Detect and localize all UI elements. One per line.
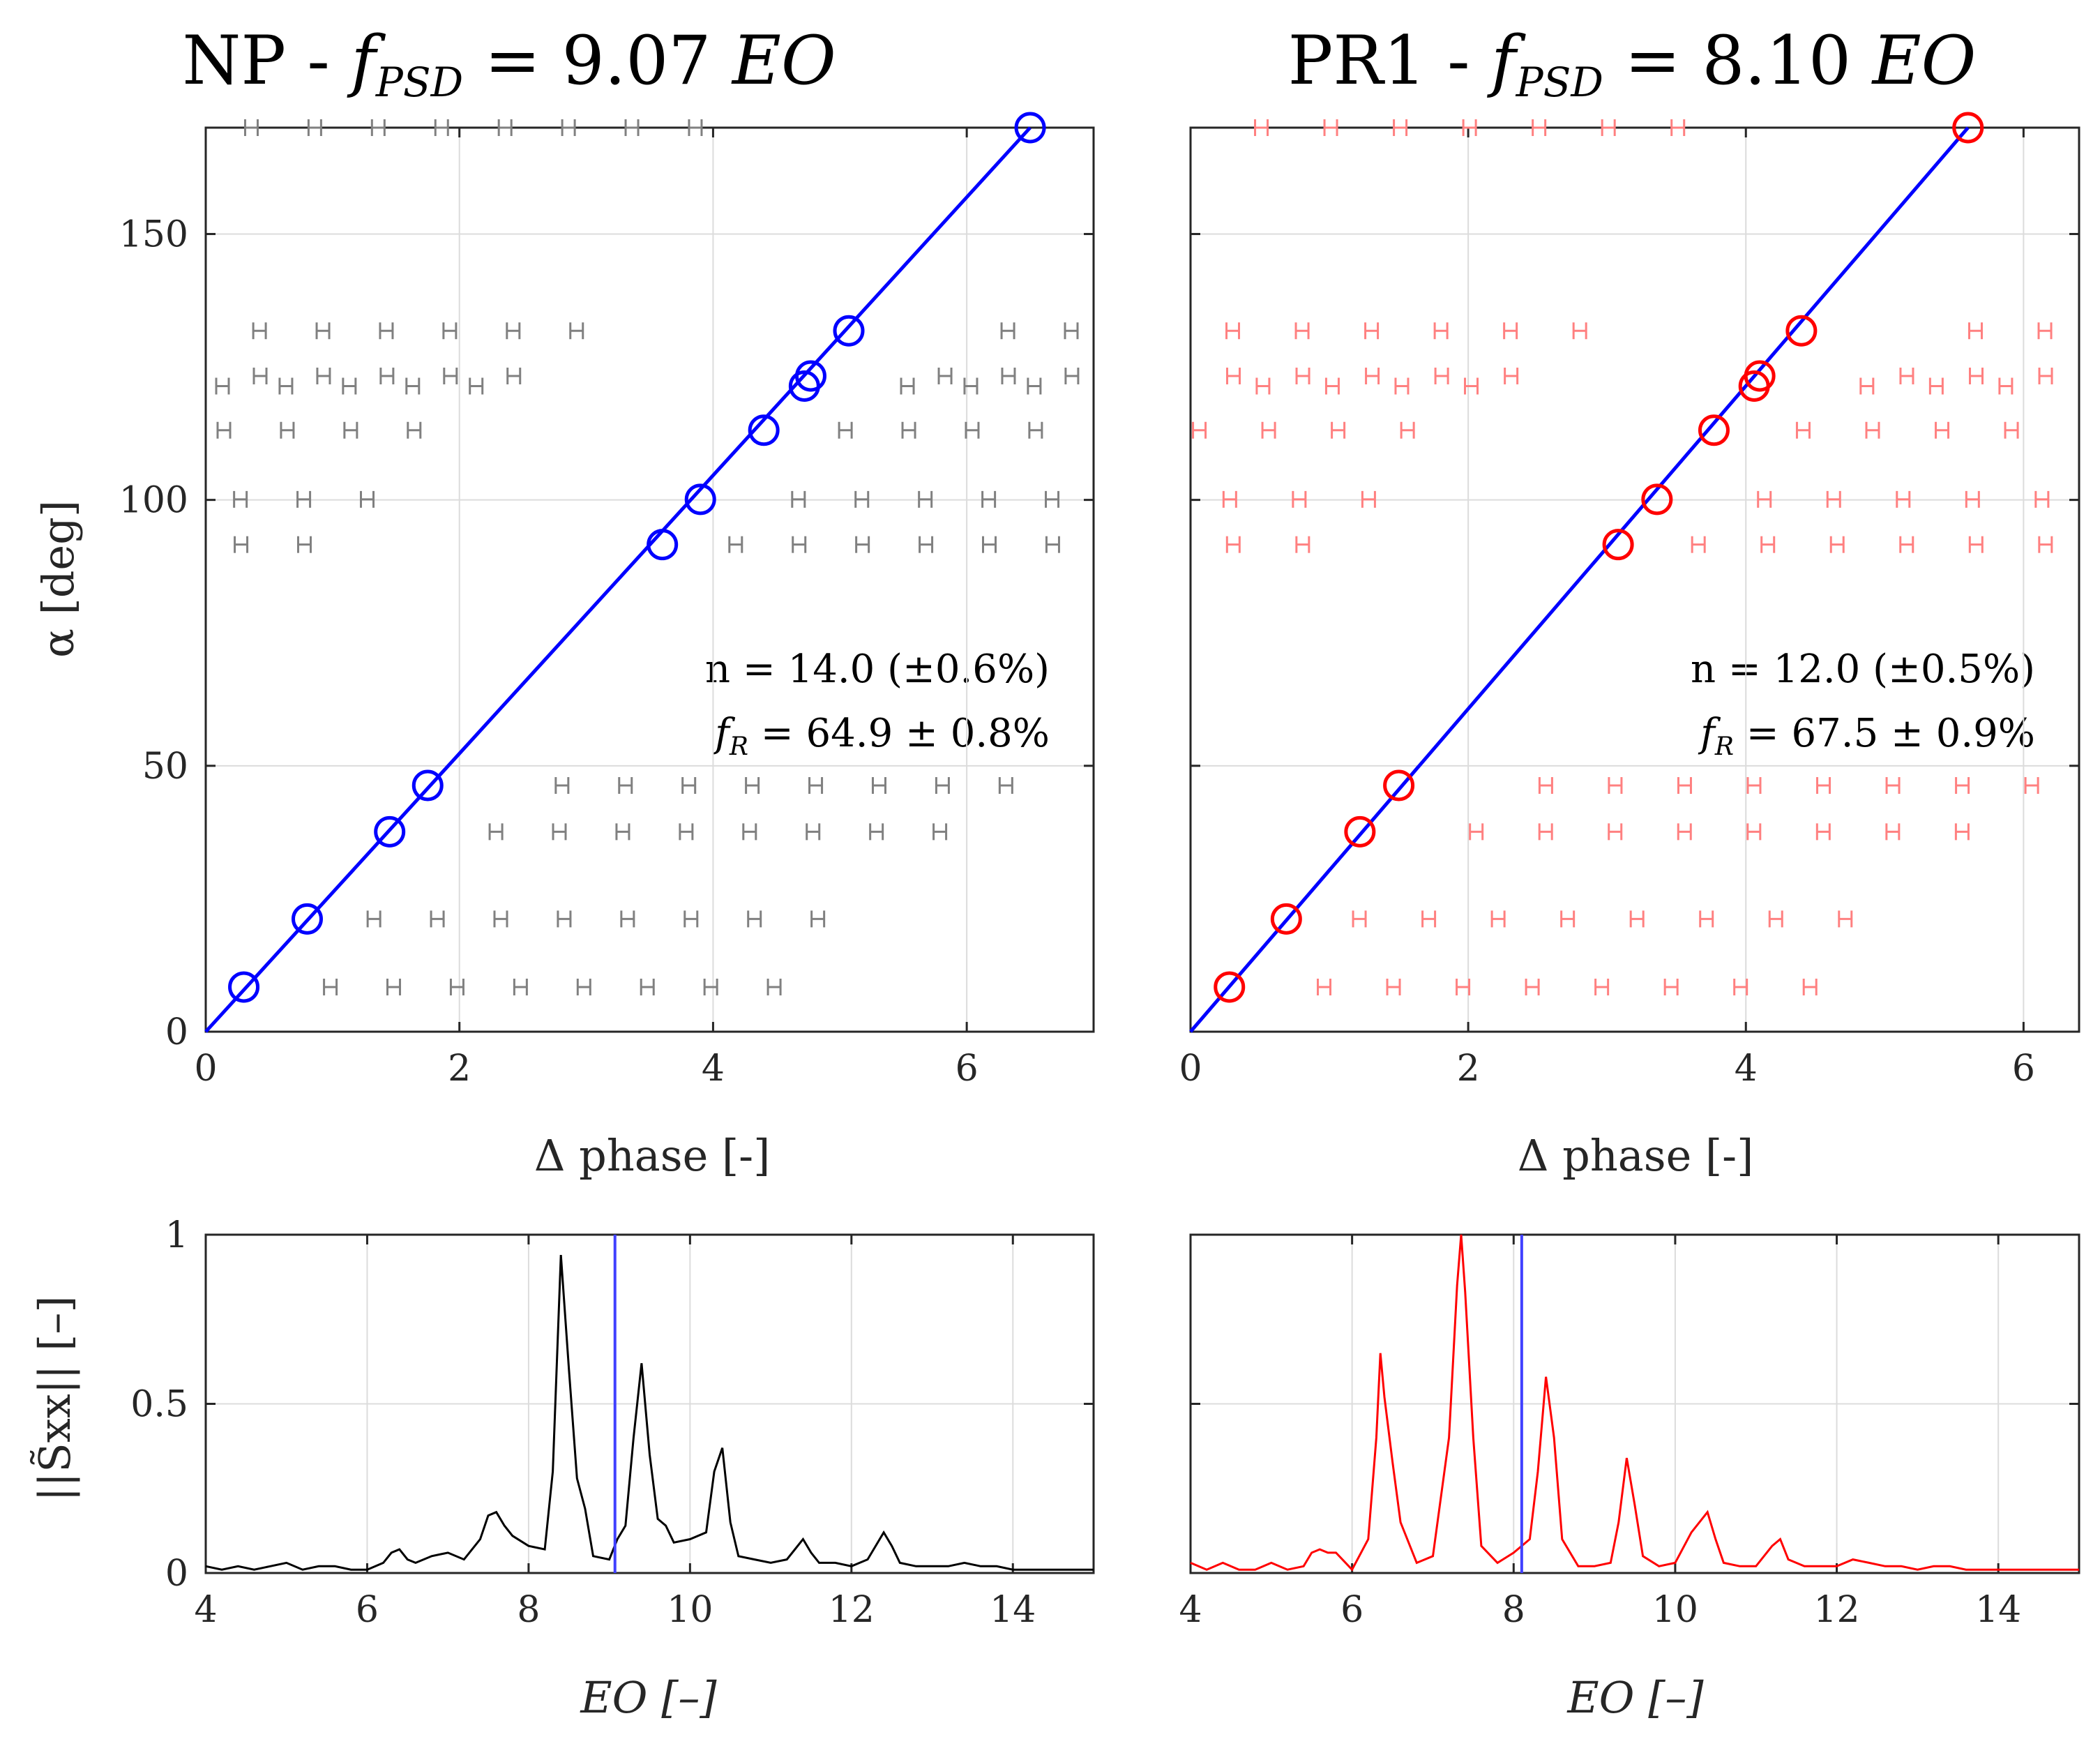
np-phase-data-point — [833, 315, 865, 347]
np-phase-data-point — [794, 360, 826, 392]
np-psd-ytick-label: 0 — [165, 1553, 188, 1595]
np-psd-xtick-label: 4 — [194, 1589, 217, 1631]
np-phase-data-point — [291, 903, 323, 935]
np-phase-ytick-label: 0 — [165, 1011, 188, 1053]
np-fit-annotation-line1: n = 14.0 (±0.6%) — [705, 647, 1050, 692]
pr1-phase-data-point — [1785, 315, 1818, 347]
pr1-psd-xtick-label: 12 — [1813, 1589, 1859, 1631]
pr1-phase-data-point — [1952, 112, 1984, 144]
np-psd-xtick-label: 10 — [667, 1589, 713, 1631]
np-phase-xtick-label: 6 — [955, 1048, 979, 1090]
pr1-phase-data-point — [1641, 483, 1673, 515]
pr1-phase-xtick-label: 4 — [1735, 1048, 1758, 1090]
pr1-psd-xtick-label: 6 — [1340, 1589, 1364, 1631]
np-phase-title: NP - fPSD = 9.07 EO — [182, 22, 836, 106]
np-phase-ytick-label: 100 — [119, 480, 188, 522]
pr1-phase-xtick-label: 6 — [2012, 1048, 2035, 1090]
pr1-phase-xtick-label: 0 — [1179, 1048, 1202, 1090]
np-phase-data-point — [748, 414, 780, 446]
np-psd-panel: ||S̃xx|| [–] EO [–] 4 6 8 10 12 14 0 0.5 1 — [29, 1214, 1095, 1723]
np-psd-xtick-label: 12 — [829, 1589, 875, 1631]
np-phase-ytick-label: 150 — [119, 213, 188, 255]
pr1-phase-data-point — [1602, 529, 1634, 561]
np-phase-xtick-label: 0 — [194, 1048, 217, 1090]
np-phase-data-point — [411, 769, 444, 801]
pr1-phase-panel: PR1 - fPSD = 8.10 EO Δ phase [-] n = 12.… — [1179, 22, 2080, 1181]
pr1-phase-data-point — [1270, 903, 1302, 935]
pr1-phase-xlabel: Δ phase [-] — [1518, 1130, 1754, 1181]
np-phase-panel: NP - fPSD = 9.07 EO α [deg] Δ phase [-] … — [33, 22, 1095, 1181]
np-phase-ytick-label: 50 — [142, 746, 188, 788]
pr1-phase-data-point — [1698, 414, 1730, 446]
pr1-psd-xtick-label: 10 — [1652, 1589, 1698, 1631]
np-phase-alias-group — [215, 119, 1080, 995]
np-psd-xlabel: EO [–] — [580, 1672, 717, 1723]
np-psd-ytick-label: 0.5 — [130, 1384, 188, 1426]
pr1-phase-title: PR1 - fPSD = 8.10 EO — [1288, 22, 1977, 106]
np-phase-ylabel: α [deg] — [33, 500, 84, 658]
np-phase-xtick-label: 4 — [702, 1048, 725, 1090]
pr1-psd-xtick-label: 8 — [1502, 1589, 1525, 1631]
pr1-fit-annotation-line1: n = 12.0 (±0.5%) — [1691, 647, 2035, 692]
pr1-phase-fit-line — [1189, 126, 1970, 1033]
np-phase-xlabel: Δ phase [-] — [534, 1130, 771, 1181]
np-psd-xtick-label: 14 — [990, 1589, 1036, 1631]
np-phase-data-point — [647, 529, 679, 561]
np-phase-data-point — [374, 815, 406, 848]
pr1-phase-axes-box — [1189, 126, 2080, 1033]
pr1-psd-xtick-label: 14 — [1975, 1589, 2021, 1631]
pr1-phase-data-point — [1383, 769, 1415, 801]
pr1-phase-data-point — [1344, 815, 1376, 848]
np-fit-annotation-line2: fR = 64.9 ± 0.8% — [712, 711, 1050, 761]
pr1-psd-xtick-label: 4 — [1179, 1589, 1202, 1631]
pr1-phase-data-point — [1744, 360, 1776, 392]
np-psd-ylabel: ||S̃xx|| [–] — [29, 1295, 80, 1501]
np-phase-data-point — [228, 971, 260, 1003]
np-psd-xtick-label: 8 — [517, 1589, 540, 1631]
np-phase-axes-box — [204, 126, 1095, 1033]
pr1-phase-data-point — [1214, 971, 1246, 1003]
np-psd-ytick-label: 1 — [165, 1214, 188, 1256]
pr1-phase-xtick-label: 2 — [1457, 1048, 1480, 1090]
pr1-fit-annotation-line2: fR = 67.5 ± 0.9% — [1698, 711, 2035, 761]
np-psd-series-line — [205, 1254, 1094, 1571]
np-phase-data-point — [1014, 112, 1046, 144]
pr1-phase-alias-group — [1192, 119, 2053, 995]
np-phase-xtick-label: 2 — [448, 1048, 471, 1090]
np-psd-xtick-label: 6 — [356, 1589, 379, 1631]
pr1-psd-series-line — [1190, 1234, 2079, 1572]
pr1-psd-panel: EO [–] 4 6 8 10 12 14 — [1179, 1233, 2080, 1723]
pr1-psd-xlabel: EO [–] — [1566, 1672, 1704, 1723]
np-phase-data-point — [684, 483, 716, 515]
np-phase-fit-line — [204, 126, 1032, 1033]
